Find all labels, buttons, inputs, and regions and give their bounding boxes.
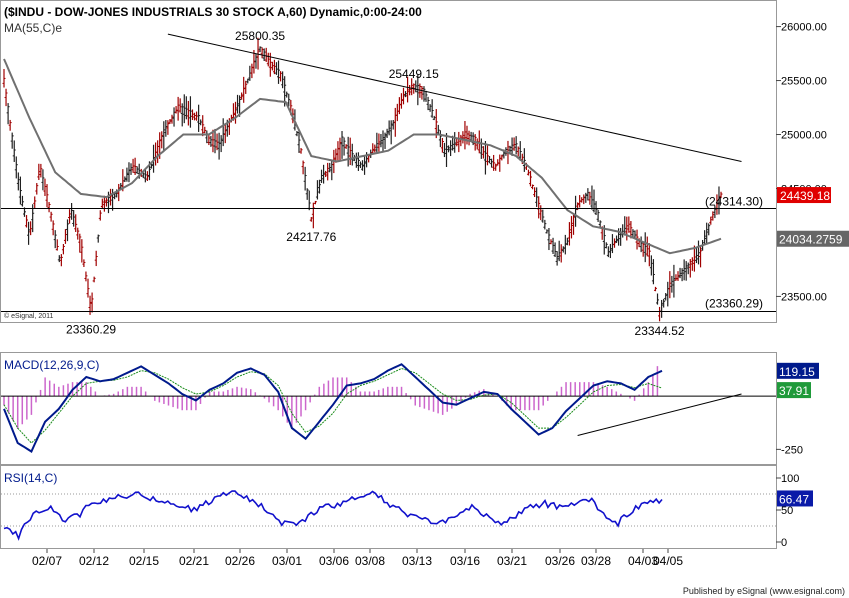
ma-price-value: 24034.2759 — [779, 233, 843, 247]
date-axis-label: 03/01 — [272, 554, 302, 568]
macd-value: 119.15 — [779, 365, 815, 379]
last-price-badge — [777, 187, 831, 204]
macd-line — [3, 363, 663, 453]
date-axis-label: 02/15 — [129, 554, 159, 568]
date-axis-label: 03/26 — [545, 554, 575, 568]
rsi-legend: RSI(14,C) — [4, 471, 57, 485]
date-axis-label: 03/06 — [319, 554, 349, 568]
chart-title: ($INDU - DOW-JONES INDUSTRIALS 30 STOCK … — [4, 5, 422, 19]
date-axis-label: 03/21 — [497, 554, 527, 568]
rsi-axis-label: 50 — [781, 505, 793, 517]
macd-trend-line — [577, 393, 742, 437]
macd-signal-line — [3, 367, 663, 444]
date-axis-label: 04/05 — [653, 554, 683, 568]
price-axis-label: 25000.00 — [781, 130, 827, 142]
price-annotation: 25800.35 — [235, 29, 285, 43]
rsi-panel — [0, 465, 777, 549]
copyright-text: © eSignal, 2011 — [4, 312, 54, 320]
date-axis-label: 03/16 — [450, 554, 480, 568]
signal-value-badge — [777, 382, 811, 399]
footer-published: Published by eSignal (www.esignal.com) — [683, 586, 845, 596]
price-annotation: (24314.30) — [705, 195, 763, 209]
price-annotation: 23344.52 — [635, 324, 685, 338]
ma-line — [3, 58, 722, 255]
date-axis-label: 03/08 — [355, 554, 385, 568]
axis-layer: 26000.0025500.0025000.0024500.0023500.00… — [32, 22, 849, 568]
price-panel — [0, 0, 777, 323]
signal-value: 37.91 — [779, 384, 809, 398]
date-axis-label: 02/26 — [225, 554, 255, 568]
price-axis-label: 26000.00 — [781, 22, 827, 34]
rsi-value-badge — [777, 490, 813, 507]
price-annotation: 23360.29 — [66, 322, 116, 336]
price-layer: 25800.35 25449.15 24217.76 23360.29 23344.52… — [1, 29, 776, 338]
date-axis-label: 02/21 — [179, 554, 209, 568]
last-price-value: 24439.18 — [780, 189, 830, 203]
ma-price-badge — [777, 230, 849, 247]
price-axis-label: 23500.00 — [781, 291, 827, 303]
rsi-layer — [1, 490, 776, 541]
date-axis-label: 04/03 — [628, 554, 658, 568]
rsi-axis-label: 0 — [781, 537, 787, 549]
date-axis-label: 02/07 — [32, 554, 62, 568]
macd-axis-label: -250 — [781, 444, 803, 456]
macd-legend: MACD(12,26,9,C) — [4, 358, 99, 372]
date-axis-label: 02/12 — [79, 554, 109, 568]
price-annotation: 24217.76 — [286, 230, 336, 244]
price-annotation: (23360.29) — [705, 296, 763, 310]
rsi-value: 66.47 — [779, 492, 809, 506]
price-annotation: 25449.15 — [389, 67, 439, 81]
rsi-axis-label: 100 — [781, 473, 799, 485]
price-axis-label: 25500.00 — [781, 76, 827, 88]
date-axis-label: 03/28 — [581, 554, 611, 568]
ma-legend: MA(55,C)e — [4, 21, 62, 35]
date-axis-label: 03/13 — [402, 554, 432, 568]
macd-layer — [1, 363, 776, 453]
rsi-line — [3, 490, 663, 541]
macd-value-badge — [777, 362, 819, 379]
resistance-trend-line — [167, 33, 742, 162]
